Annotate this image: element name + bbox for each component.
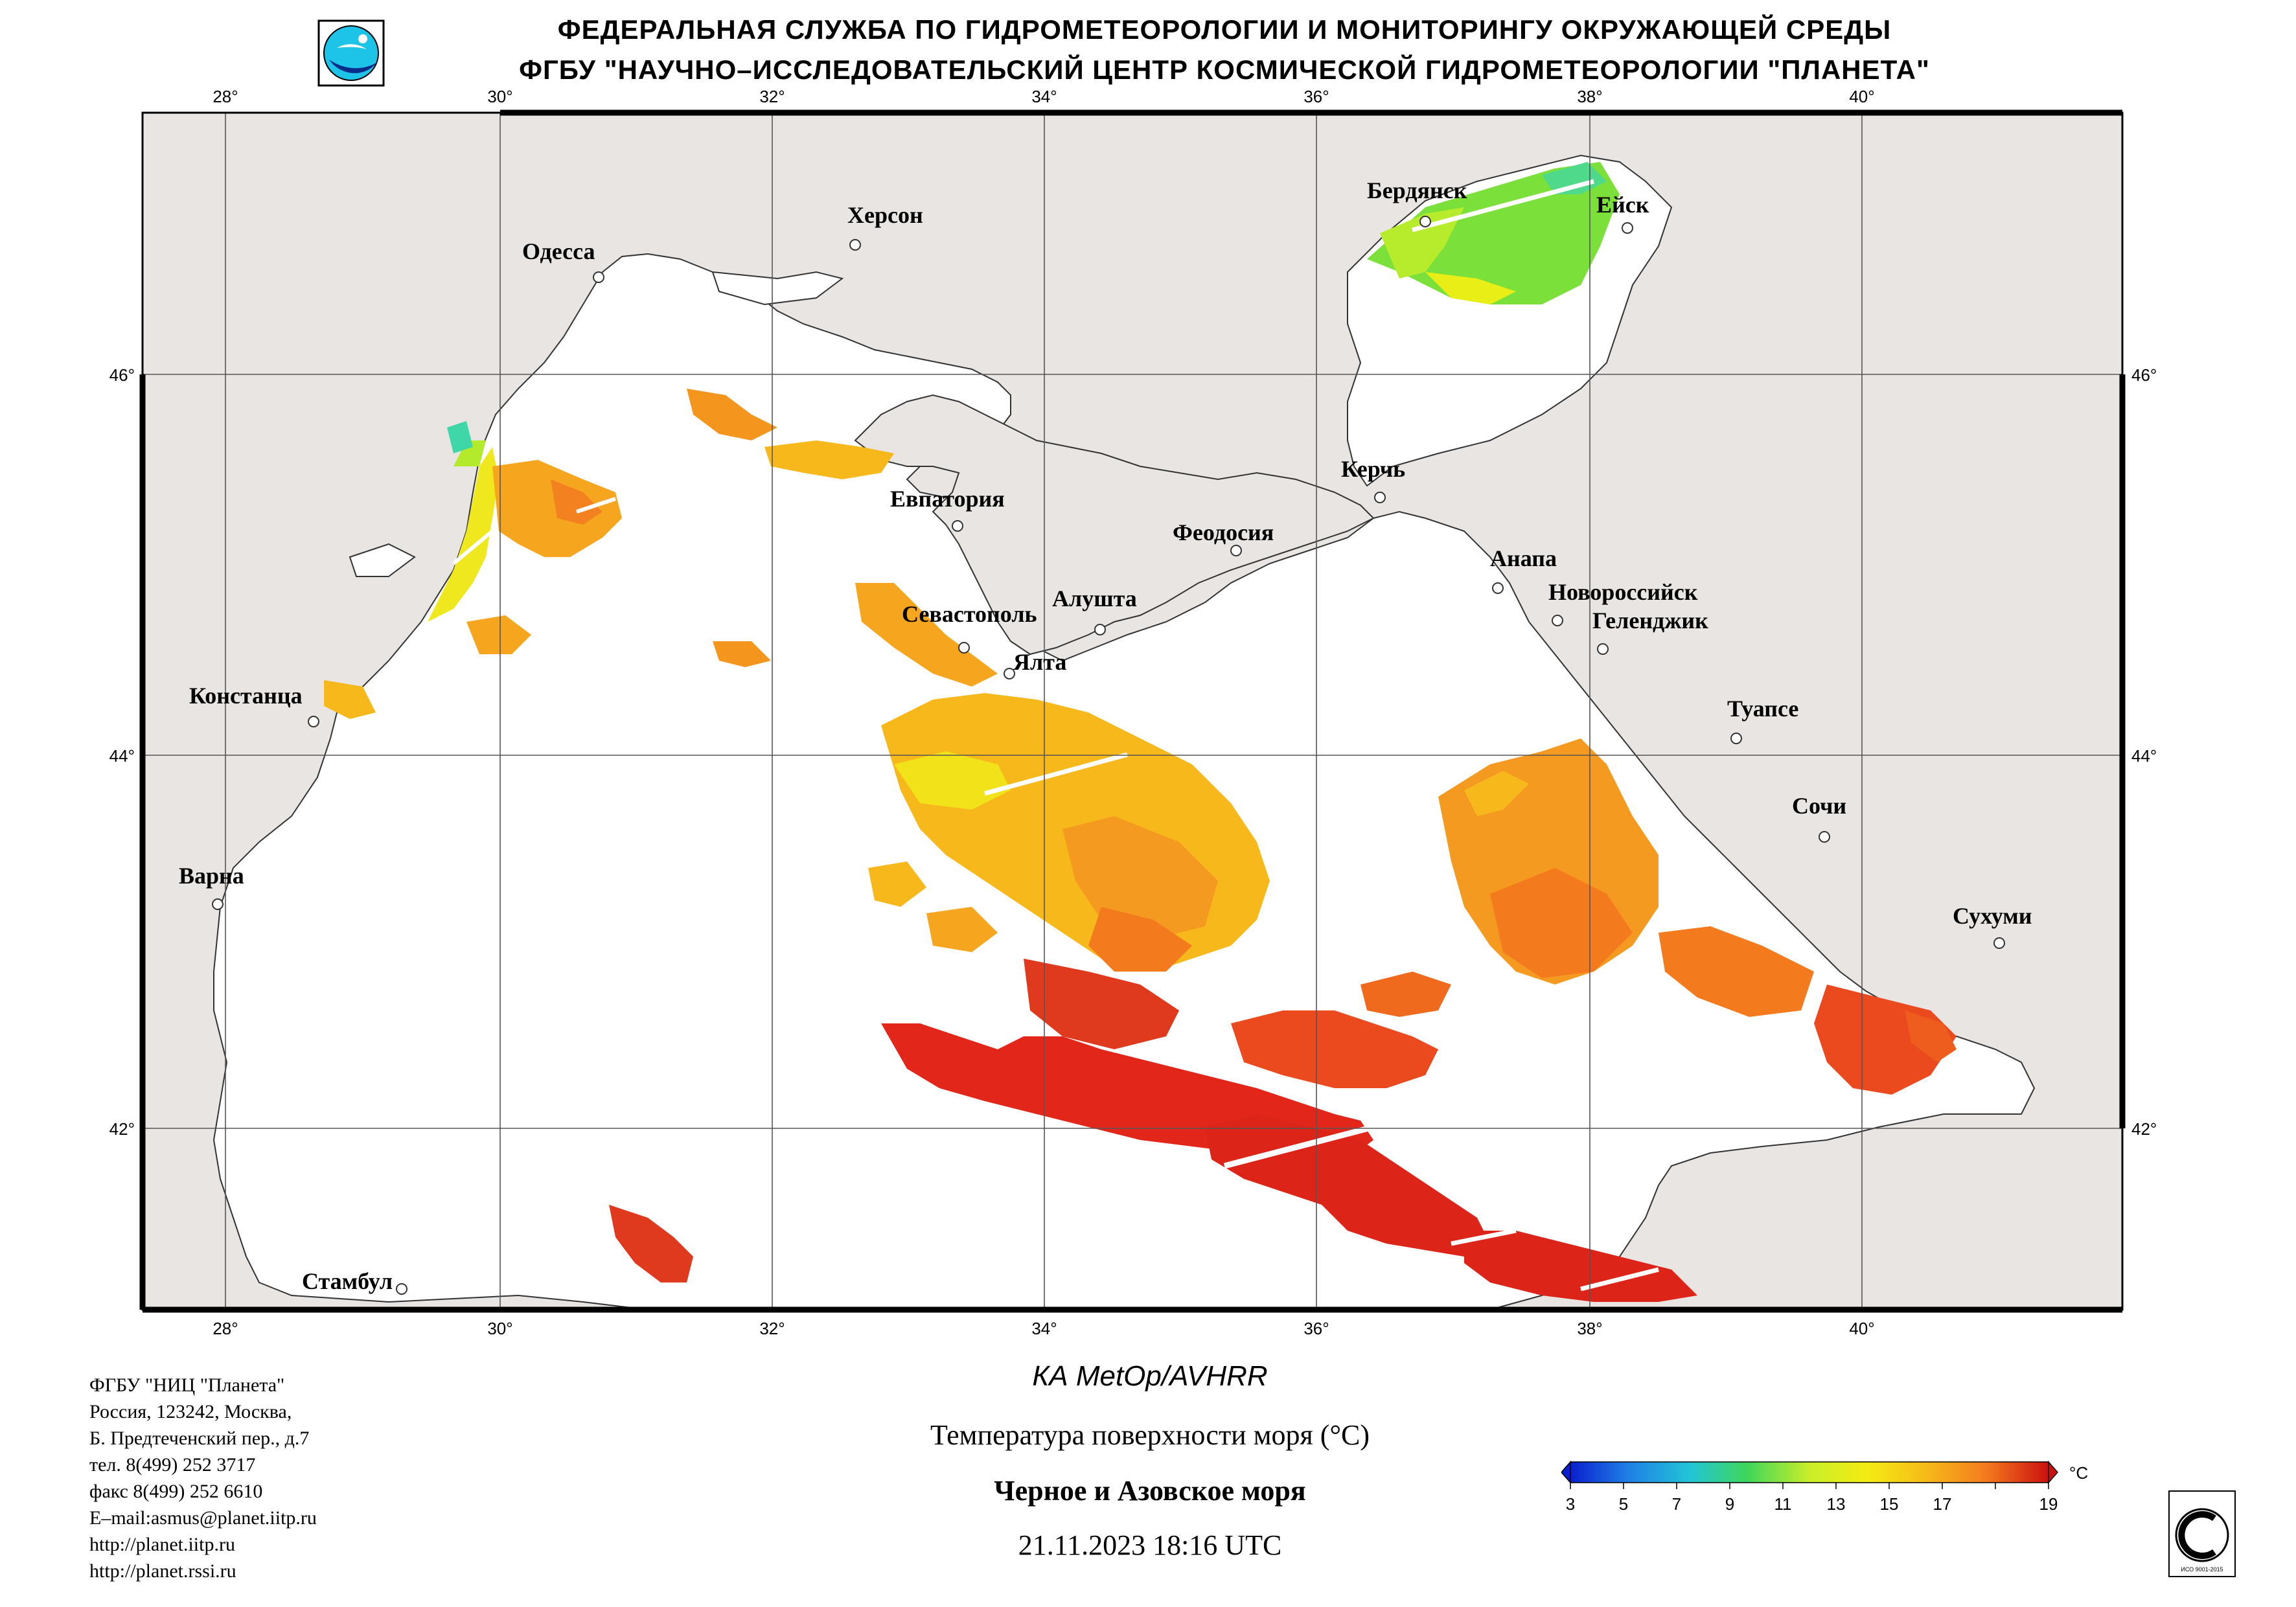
city-label-sochi: Сочи bbox=[1792, 793, 1846, 819]
lon-tick-top: 38° bbox=[1577, 87, 1602, 106]
header-title-line2: ФГБУ "НАУЧНО–ИССЛЕДОВАТЕЛЬСКИЙ ЦЕНТР КОС… bbox=[519, 54, 1930, 85]
lon-tick-top: 36° bbox=[1303, 87, 1329, 106]
contact-line: Россия, 123242, Москва, bbox=[89, 1401, 292, 1422]
product-title: Температура поверхности моря (°С) bbox=[930, 1419, 1370, 1451]
graticule bbox=[143, 113, 2122, 1310]
city-label-sukhumi: Сухуми bbox=[1953, 903, 2032, 929]
region-title: Черное и Азовское моря bbox=[994, 1475, 1306, 1507]
colorbar-unit: °C bbox=[2069, 1463, 2088, 1483]
lat-ticks-right: 46° 44° 42° bbox=[2131, 365, 2157, 1139]
city-labels: Одесса Херсон Бердянск Ейск Евпатория Ке… bbox=[179, 177, 2032, 1294]
lat-tick-left: 46° bbox=[109, 365, 135, 385]
lon-ticks-top: 28° 30° 32° 34° 36° 38° 40° bbox=[212, 87, 1874, 106]
lon-tick-bottom: 34° bbox=[1031, 1319, 1057, 1338]
lon-tick-bottom: 30° bbox=[487, 1319, 512, 1338]
contact-email[interactable]: E–mail:asmus@planet.iitp.ru bbox=[89, 1507, 317, 1529]
danube-delta-lagoon bbox=[349, 543, 416, 577]
city-label-novorossiysk: Новороссийск bbox=[1548, 579, 1698, 605]
colorbar-tick: 19 bbox=[2039, 1494, 2058, 1514]
lon-tick-bottom: 38° bbox=[1577, 1319, 1602, 1338]
temperature-colorbar: 3 5 7 9 11 13 15 17 19 °C bbox=[1561, 1461, 2088, 1514]
satellite-sensor: КА MetOp/AVHRR bbox=[1032, 1360, 1268, 1392]
lon-tick-top: 32° bbox=[759, 87, 785, 106]
city-label-anapa: Анапа bbox=[1490, 545, 1557, 571]
city-label-varna: Варна bbox=[179, 863, 244, 889]
observation-datetime: 21.11.2023 18:16 UTC bbox=[1018, 1529, 1282, 1561]
city-label-constanta: Констанца bbox=[189, 683, 303, 709]
contact-info: ФГБУ "НИЦ "Планета" Россия, 123242, Моск… bbox=[89, 1372, 317, 1584]
lon-tick-bottom: 40° bbox=[1849, 1319, 1874, 1338]
lon-ticks-bottom: 28° 30° 32° 34° 36° 38° 40° bbox=[212, 1319, 1874, 1338]
lat-ticks-left: 46° 44° 42° bbox=[109, 365, 135, 1139]
colorbar-tick: 11 bbox=[1774, 1494, 1792, 1514]
iso-certificate-icon: ИСО 9001-2015 bbox=[2168, 1490, 2236, 1577]
colorbar-tick: 7 bbox=[1672, 1494, 1681, 1514]
lon-tick-bottom: 28° bbox=[212, 1319, 238, 1338]
city-label-odessa: Одесса bbox=[522, 238, 595, 264]
contact-line: факс 8(499) 252 6610 bbox=[89, 1481, 263, 1502]
city-label-sevastopol: Севастополь bbox=[902, 601, 1037, 627]
lon-tick-top: 28° bbox=[212, 87, 238, 106]
dnieper-estuary bbox=[711, 271, 844, 306]
contact-line: тел. 8(499) 252 3717 bbox=[89, 1454, 256, 1476]
colorbar-tick: 17 bbox=[1933, 1494, 1952, 1514]
city-label-gelendzhik: Геленджик bbox=[1592, 608, 1708, 633]
colorbar-tick: 13 bbox=[1827, 1494, 1846, 1514]
city-label-yeysk: Ейск bbox=[1596, 192, 1649, 218]
lon-tick-top: 30° bbox=[487, 87, 512, 106]
city-markers bbox=[212, 216, 2005, 1295]
contact-link[interactable]: http://planet.iitp.ru bbox=[89, 1534, 235, 1555]
lat-tick-right: 42° bbox=[2131, 1119, 2157, 1139]
contact-link[interactable]: http://planet.rssi.ru bbox=[89, 1560, 236, 1582]
contact-line: ФГБУ "НИЦ "Планета" bbox=[89, 1374, 285, 1396]
crimea-peninsula bbox=[854, 394, 1375, 655]
lon-tick-bottom: 32° bbox=[759, 1319, 785, 1338]
lon-tick-top: 34° bbox=[1031, 87, 1057, 106]
lat-tick-right: 46° bbox=[2131, 365, 2157, 385]
lat-tick-right: 44° bbox=[2131, 746, 2157, 766]
city-label-kherson: Херсон bbox=[847, 202, 923, 228]
city-label-alushta: Алушта bbox=[1052, 586, 1137, 611]
lon-tick-top: 40° bbox=[1849, 87, 1874, 106]
colorbar-tick: 15 bbox=[1880, 1494, 1899, 1514]
city-label-berdyansk: Бердянск bbox=[1367, 177, 1467, 203]
planeta-logo-icon bbox=[317, 19, 385, 87]
colorbar-tick: 3 bbox=[1566, 1494, 1575, 1514]
city-label-yalta: Ялта bbox=[1013, 649, 1066, 675]
header-title-line1: ФЕДЕРАЛЬНАЯ СЛУЖБА ПО ГИДРОМЕТЕОРОЛОГИИ … bbox=[557, 14, 1892, 45]
colorbar-tick: 5 bbox=[1619, 1494, 1628, 1514]
colorbar-tick: 9 bbox=[1725, 1494, 1734, 1514]
city-label-feodosia: Феодосия bbox=[1173, 519, 1274, 545]
city-label-tuapse: Туапсе bbox=[1727, 696, 1798, 722]
city-label-yevpatoria: Евпатория bbox=[890, 486, 1005, 512]
lat-tick-left: 42° bbox=[109, 1119, 135, 1139]
contact-line: Б. Предтеченский пер., д.7 bbox=[89, 1428, 310, 1449]
city-label-istanbul: Стамбул bbox=[302, 1268, 393, 1294]
lon-tick-bottom: 36° bbox=[1303, 1319, 1329, 1338]
lat-tick-left: 44° bbox=[109, 746, 135, 766]
iso-certificate-text: ИСО 9001-2015 bbox=[2181, 1566, 2223, 1573]
city-label-kerch: Керчь bbox=[1341, 456, 1405, 482]
